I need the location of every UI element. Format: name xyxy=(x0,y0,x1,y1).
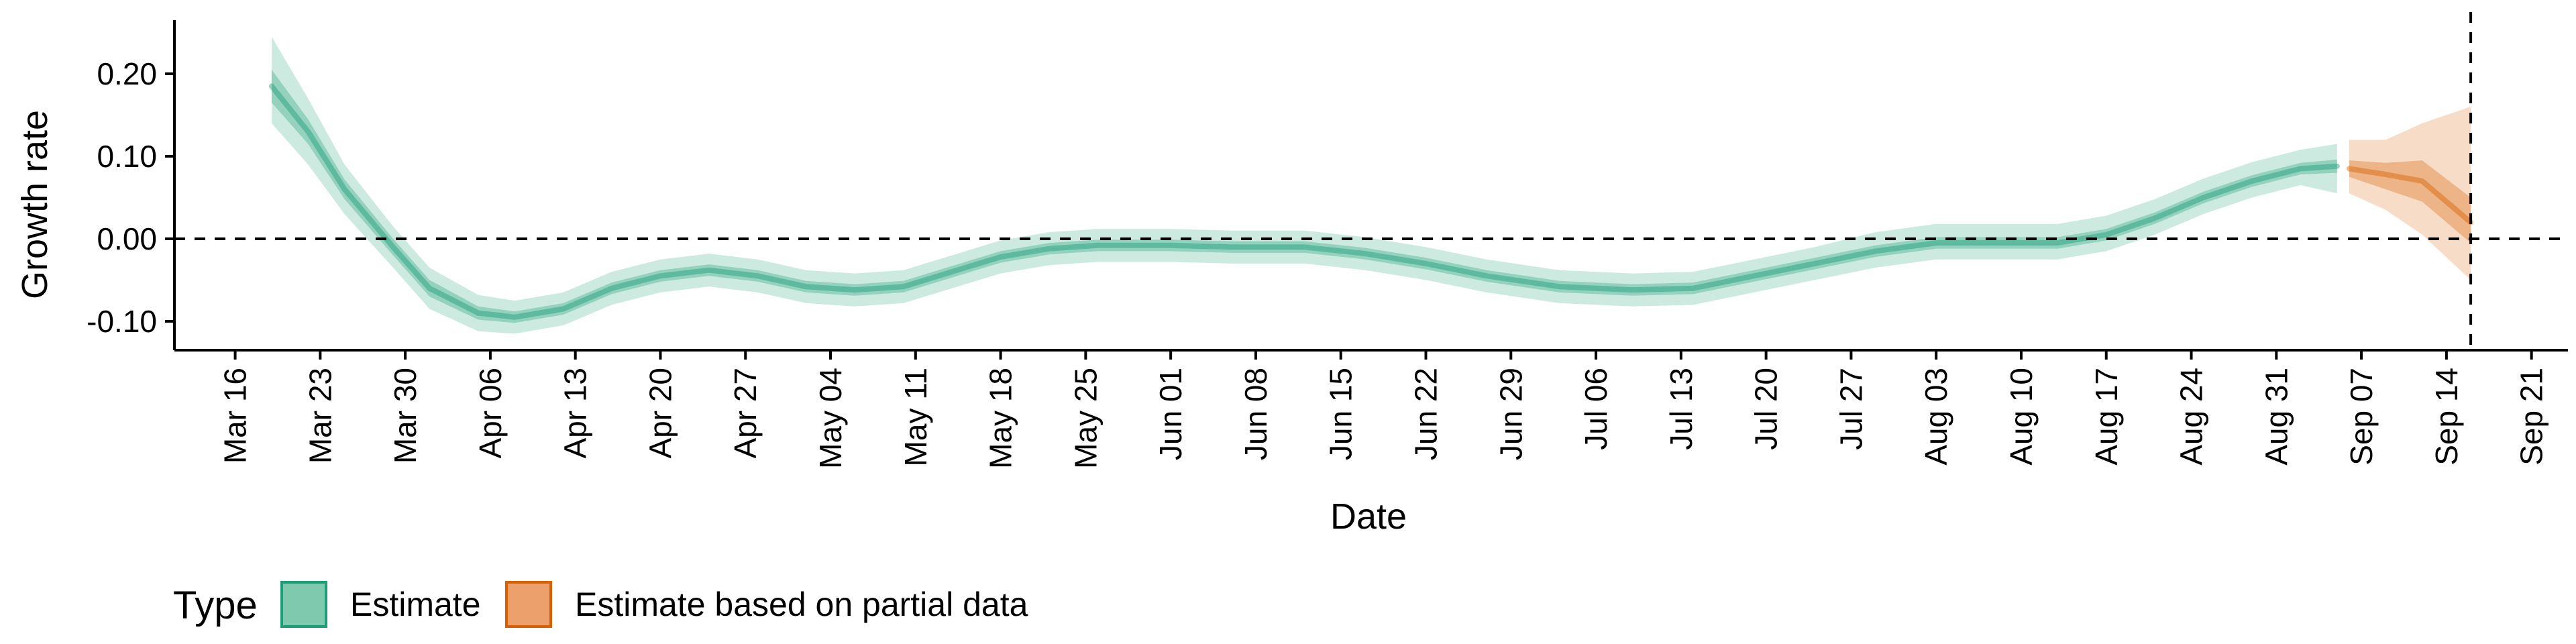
x-tick-label: Aug 17 xyxy=(2089,368,2124,466)
y-axis-title: Growth rate xyxy=(15,110,55,299)
uncertainty-bands xyxy=(271,36,2471,334)
legend-swatch xyxy=(505,581,552,628)
x-tick-label: Jul 06 xyxy=(1578,368,1613,450)
x-axis-title: Date xyxy=(1330,496,1407,537)
x-tick-label: Mar 16 xyxy=(218,368,253,464)
legend-title: Type xyxy=(173,584,258,627)
x-tick-label: Apr 13 xyxy=(558,368,593,459)
x-tick-label: Jun 08 xyxy=(1238,368,1273,460)
legend: Type Estimate Estimate based on partial d… xyxy=(173,581,1028,628)
x-tick-label: Jun 29 xyxy=(1493,368,1528,460)
y-tick-label: 0.20 xyxy=(97,56,157,91)
x-tick-label: Aug 31 xyxy=(2259,368,2294,466)
y-tick-label: -0.10 xyxy=(87,304,157,339)
y-tick-label: 0.10 xyxy=(97,139,157,174)
x-tick-label: Jul 27 xyxy=(1833,368,1868,450)
x-tick-label: Apr 27 xyxy=(728,368,763,459)
legend-label: Estimate based on partial data xyxy=(575,586,1028,623)
axes: -0.10 0.00 0.10 0.20 Mar 16 Mar 23 Mar 30 Apr 0… xyxy=(87,20,2568,469)
series-0-band-90 xyxy=(271,36,2337,334)
x-tick-label: Aug 03 xyxy=(1919,368,1953,466)
x-tick-label: Jun 22 xyxy=(1409,368,1444,460)
series-0-band-50 xyxy=(271,69,2337,323)
x-tick-label: Sep 21 xyxy=(2514,368,2549,466)
x-tick-label: Jul 13 xyxy=(1664,368,1699,450)
y-tick-label: 0.00 xyxy=(97,221,157,256)
x-tick-label: May 25 xyxy=(1068,368,1103,469)
reference-lines xyxy=(174,12,2568,350)
series-1-band-50 xyxy=(2349,160,2471,244)
x-tick-label: Aug 10 xyxy=(2004,368,2039,466)
x-tick-label: Apr 20 xyxy=(643,368,678,459)
x-tick-label: Mar 23 xyxy=(303,368,337,464)
legend-entries: Estimate Estimate based on partial data xyxy=(280,581,1028,628)
x-tick-label: May 18 xyxy=(983,368,1018,469)
series-1-median-line xyxy=(2347,166,2474,225)
x-tick-label: May 04 xyxy=(813,368,848,469)
x-tick-label: Jun 01 xyxy=(1153,368,1188,460)
x-tick-label: Jun 15 xyxy=(1324,368,1358,460)
series-1-band-90 xyxy=(2349,107,2471,280)
x-tick-label: May 11 xyxy=(898,368,933,466)
x-tick-label: Mar 30 xyxy=(388,368,423,464)
x-tick-label: Jul 20 xyxy=(1749,368,1784,450)
legend-swatch xyxy=(280,581,327,628)
x-tick-label: Apr 06 xyxy=(473,368,508,459)
legend-label: Estimate xyxy=(350,586,481,623)
x-tick-label: Sep 07 xyxy=(2344,368,2379,466)
x-tick-label: Sep 14 xyxy=(2429,368,2464,466)
x-tick-label: Aug 24 xyxy=(2174,368,2209,466)
series-0-median-line xyxy=(268,83,2340,320)
median-lines xyxy=(268,83,2474,320)
